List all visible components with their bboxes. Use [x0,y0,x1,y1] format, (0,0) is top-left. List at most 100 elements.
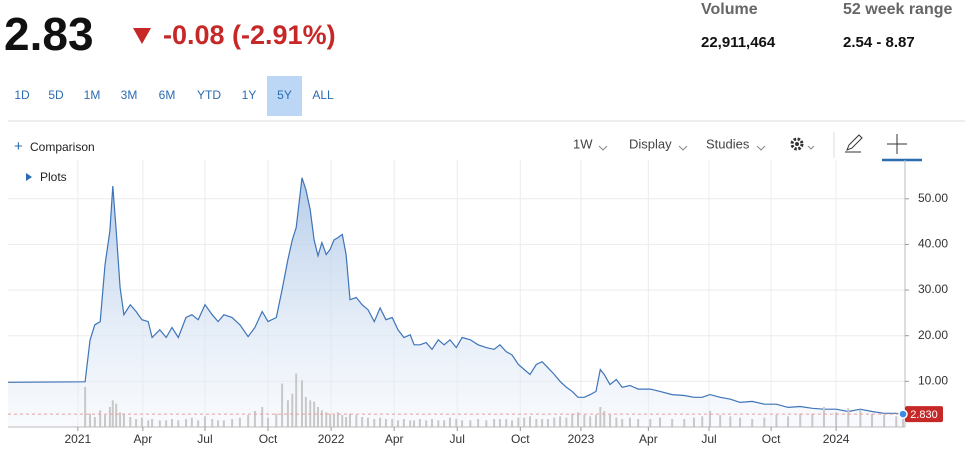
volume-bar [739,417,742,427]
plots-icon [26,173,32,181]
volume-bar [409,420,412,427]
x-tick-label: Apr [134,432,153,446]
volume-bar [571,413,574,427]
range-button[interactable]: 3M [121,88,138,102]
settings-icon[interactable] [790,137,815,151]
volume-bar [671,418,674,427]
volume-bar [883,414,886,427]
volume-bar [300,380,303,427]
volume-bar [336,412,339,427]
volume-bar [231,418,234,427]
range-button[interactable]: 1Y [242,88,257,102]
comparison-button[interactable]: Comparison [30,140,95,154]
volume-bar [692,417,695,427]
price: 2.83 [4,8,94,60]
volume-bar [211,418,214,427]
draw-icon[interactable] [845,134,863,153]
y-tick-label: 50.00 [918,191,948,205]
x-tick-label: Jul [197,432,212,446]
range-button[interactable]: 5Y [277,88,292,102]
volume-bar [366,417,369,427]
volume-bar [197,420,200,427]
x-tick-label: 2023 [568,432,595,446]
range-button[interactable]: YTD [197,88,221,102]
volume-bar [628,417,631,427]
volume-bar [349,413,352,427]
plots-button[interactable]: Plots [40,170,67,184]
down-arrow [133,28,151,44]
volume-bar [170,418,173,427]
volume-bar [253,410,256,427]
interval-button[interactable]: 1W [573,136,593,151]
chevron [756,145,766,151]
range-button[interactable]: 1D [14,88,30,102]
volume-bar [402,418,405,427]
range-button[interactable]: 5D [48,88,64,102]
volume-bar [594,414,597,427]
volume-bar [316,406,319,427]
volume-bar [104,414,107,427]
volume-bar [413,420,416,427]
volume-bar [583,414,586,427]
price-line [7,177,904,415]
x-tick-label: Jul [450,432,465,446]
volume-bar [190,417,193,427]
volume-bar [603,410,606,427]
volume-bar [505,418,508,427]
y-tick-label: 30.00 [918,282,948,296]
volume-bar [361,416,364,427]
volume-bar [553,417,556,427]
y-tick-label: 40.00 [918,237,948,251]
volume-bar [291,393,294,427]
volume-bar [431,418,434,427]
volume-bar [847,408,850,427]
y-tick-label: 20.00 [918,328,948,342]
x-tick-label: Jul [701,432,716,446]
volume-bar [373,418,376,427]
volume-bar [397,420,400,427]
volume-bar [787,416,790,427]
volume-bar [659,417,662,427]
volume-bar [147,420,150,427]
volume-bar [498,418,501,427]
volume-bar [485,420,488,427]
volume-bar [701,416,704,427]
price-change: -0.08 (-2.91%) [163,20,336,50]
volume-bar [517,417,520,427]
volume-bar [341,414,344,427]
plus-icon[interactable]: + [14,138,23,155]
volume-bar [477,418,480,427]
volume-bar [902,417,905,427]
volume-bar [649,418,652,427]
volume-bar [811,413,814,427]
volume-bar [320,410,323,427]
volume-bar [108,406,111,427]
range-button[interactable]: ALL [312,88,334,102]
x-tick-label: Oct [259,432,278,446]
volume-bar [799,413,802,427]
range-button[interactable]: 6M [159,88,176,102]
volume-bar [835,412,838,427]
volume-bar [871,413,874,427]
studies-menu[interactable]: Studies [706,136,750,151]
volume-bar [822,406,825,427]
range-button[interactable]: 1M [84,88,101,102]
volume-bar [333,414,336,427]
volume-bar [637,418,640,427]
volume-bar [281,383,284,427]
volume-bar [511,420,514,427]
volume-bar [775,414,778,427]
volume-bar [448,417,451,427]
volume-bar [84,386,87,427]
crosshair-icon[interactable] [887,134,907,154]
volume-bar [535,418,538,427]
volume-bar [455,418,458,427]
volume-bar [719,414,722,427]
display-menu[interactable]: Display [629,136,672,151]
volume-bar [528,416,531,427]
volume-bar [751,418,754,427]
chevron [598,145,608,151]
volume-bar [683,418,686,427]
